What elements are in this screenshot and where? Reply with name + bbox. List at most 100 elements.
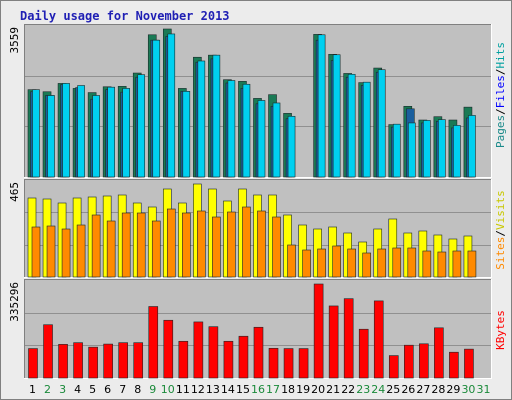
hits-bar: [332, 54, 341, 178]
x-tick-label: 4: [74, 383, 81, 396]
x-tick-label: 7: [119, 383, 126, 396]
sites-bar: [377, 248, 387, 278]
sites-bar: [317, 248, 326, 278]
hits-bar: [122, 88, 130, 178]
x-tick-label: 5: [89, 383, 96, 396]
x-tick-label: 30: [461, 383, 475, 396]
kbytes-bar: [238, 335, 249, 379]
legend-entry-sites: Sites: [494, 237, 507, 270]
sites-bar: [106, 220, 116, 278]
sites-bar: [467, 250, 477, 278]
sites-bar: [392, 247, 402, 278]
x-tick-label: 9: [149, 383, 156, 396]
x-tick-label: 6: [104, 383, 111, 396]
hits-bar: [47, 95, 55, 178]
sites-bar: [182, 212, 191, 278]
legend-entry-pages: Pages: [494, 115, 507, 148]
kbytes-bar: [118, 342, 128, 379]
x-tick-label: 31: [476, 383, 490, 396]
x-tick-label: 8: [134, 383, 141, 396]
chart-title: Daily usage for November 2013: [20, 9, 230, 23]
legend-separator: /: [494, 108, 507, 115]
hits-panel: [24, 24, 492, 178]
visits-panel: [24, 179, 492, 278]
kbytes-bar: [404, 344, 414, 379]
kbytes-bar: [73, 342, 83, 379]
y-max-label: 3559: [8, 27, 21, 54]
x-tick-label: 19: [296, 383, 310, 396]
sites-bar: [31, 226, 41, 278]
hits-bar: [242, 83, 251, 178]
x-tick-label: 2: [44, 383, 51, 396]
sites-bar: [407, 247, 417, 278]
hits-bar: [362, 81, 371, 178]
x-tick-label: 11: [176, 383, 190, 396]
sites-bar: [136, 212, 146, 278]
kbytes-bar: [388, 355, 399, 379]
sites-bar: [287, 244, 296, 278]
x-tick-label: 14: [221, 383, 235, 396]
kbytes-bar: [133, 342, 144, 379]
hits-bar: [32, 89, 40, 178]
sites-bar: [91, 214, 101, 278]
kbytes-bar: [178, 340, 189, 379]
x-tick-label: 25: [386, 383, 400, 396]
sites-bar: [302, 249, 311, 278]
hits-bar: [377, 69, 386, 178]
hits-bar: [227, 80, 236, 178]
legend-sites-visits: Sites/Visits: [494, 190, 507, 270]
sites-bar: [437, 251, 447, 278]
legend-pages-files-hits: Pages/Files/Hits: [494, 42, 507, 148]
kbytes-bar: [373, 300, 384, 379]
sites-bar: [197, 210, 206, 278]
sites-bar: [347, 248, 356, 278]
hits-bar: [137, 74, 146, 178]
x-tick-label: 24: [371, 383, 385, 396]
x-tick-label: 10: [161, 383, 175, 396]
sites-bar: [76, 224, 86, 278]
x-tick-label: 12: [191, 383, 205, 396]
sites-bar: [212, 216, 221, 278]
kbytes-bar: [464, 348, 474, 379]
kbytes-bar: [103, 343, 113, 379]
kbytes-bar: [298, 348, 309, 379]
x-tick-label: 21: [326, 383, 340, 396]
sites-bar: [61, 228, 71, 278]
x-tick-label: 28: [431, 383, 445, 396]
x-tick-label: 20: [311, 383, 325, 396]
kbytes-bar: [358, 328, 369, 379]
sites-bar: [166, 208, 176, 278]
x-tick-label: 17: [266, 383, 280, 396]
x-tick-label: 27: [416, 383, 430, 396]
legend-entry-visits: Visits: [494, 190, 507, 230]
panels: 3559465335296Pages/Files/HitsSites/Visit…: [8, 24, 507, 379]
legend-entry-files: Files: [494, 75, 507, 108]
x-tick-label: 15: [236, 383, 250, 396]
hits-bar: [453, 125, 461, 178]
x-tick-label: 29: [446, 383, 460, 396]
hits-bar: [392, 123, 401, 178]
sites-bar: [332, 245, 341, 278]
hits-bar: [438, 119, 446, 178]
legend-entry-hits: Hits: [494, 42, 507, 69]
x-tick-label: 1: [29, 383, 36, 396]
kbytes-bar: [88, 346, 98, 379]
sites-bar: [362, 252, 372, 278]
x-tick-label: 16: [251, 383, 265, 396]
hits-bar: [468, 115, 476, 178]
sites-bar: [242, 206, 251, 278]
hits-bar: [152, 39, 161, 178]
kbytes-bar: [434, 327, 444, 379]
kbytes-bar: [313, 283, 324, 379]
sites-bar: [257, 210, 266, 278]
hits-bar: [167, 33, 176, 178]
legend-separator: /: [494, 230, 507, 237]
hits-bar: [197, 60, 206, 178]
x-tick-label: 22: [341, 383, 355, 396]
kbytes-bar: [58, 344, 68, 379]
x-axis-tick-labels: 1 2 3 4 5 6 7 8 9 10 11 12 13 14 15 16 17 18 19 20 21 22 23 24 2…: [29, 383, 490, 396]
kbytes-bar: [223, 340, 234, 379]
hits-bar: [423, 120, 431, 178]
kbytes-bar: [193, 321, 204, 379]
